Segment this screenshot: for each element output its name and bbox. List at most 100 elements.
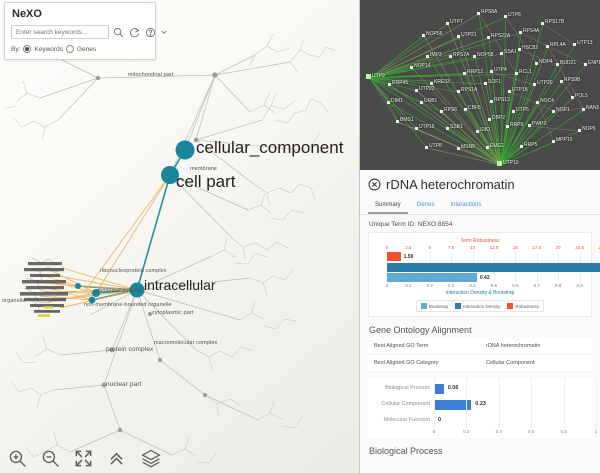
bar-robustness [387, 252, 401, 261]
bar-interaction-density [387, 262, 600, 272]
axis-bottom-density: 00.10.20.30.40.50.60.70.80.91 [373, 283, 600, 290]
axis-tick: 15 [512, 245, 518, 250]
section-biological-process: Biological Process [369, 446, 443, 456]
axis-tick: 0 [385, 245, 389, 250]
search-row [11, 25, 167, 39]
tab-genes[interactable]: Genes [416, 202, 435, 208]
close-circle-icon[interactable] [368, 178, 381, 191]
fit-screen-icon[interactable] [72, 447, 94, 469]
grid-line [466, 378, 468, 429]
legend-item[interactable]: Bootstrap [420, 303, 449, 309]
axis-tick: 0.6 [528, 429, 535, 434]
axis-tick: 0 [385, 283, 389, 288]
go-bar-row: Biological Process 0.06 [368, 381, 592, 397]
radio-genes-label[interactable]: Genes [76, 45, 97, 53]
detail-header: rDNA heterochromatin [360, 170, 600, 195]
go-alignment-chart: Biological Process 0.06 Cellular Component… [368, 378, 598, 438]
layers-icon[interactable] [138, 447, 164, 469]
detail-tabs: Summary Genes Interactions [360, 198, 600, 215]
gene-network-svg [366, 12, 587, 166]
search-panel: NeXO [4, 2, 167, 60]
metrics-plot-area: 1.59 0.42 [373, 252, 600, 283]
gene-interaction-network[interactable]: UTP9 NOP56 UTP7 RPS8A UTP6 RPS17B UTP21 RPS22A R… [360, 0, 600, 171]
axis-top-robustness: 0 2.5 5 7.5 10 12.5 15 17.5 20 22.5 25 [373, 245, 600, 252]
zoom-in-icon[interactable] [6, 447, 28, 469]
radio-keywords[interactable] [23, 45, 32, 53]
tab-interactions[interactable]: Interactions [450, 202, 482, 208]
refresh-icon[interactable] [128, 26, 141, 39]
grid-line [434, 378, 435, 429]
go-category-label: Cellular Component [381, 401, 430, 407]
page-title: rDNA heterochromatin [386, 177, 515, 192]
axis-tick: 0.4 [495, 429, 502, 434]
legend-swatch [507, 303, 514, 309]
legend-item[interactable]: Robustness [507, 303, 539, 309]
legend-item[interactable]: Interaction Density [455, 303, 500, 309]
axis-tick: 22.5 [575, 245, 584, 250]
go-term-key: Best Aligned GO Term [374, 343, 429, 349]
term-metrics-chart: Term Robustness 0 2.5 5 7.5 10 12.5 15 17.5 20 22… [368, 232, 600, 317]
go-category-label: Biological Process [385, 385, 430, 391]
axis-tick: 0.5 [490, 283, 498, 288]
table-row: Best Aligned GO Category Cellular Compon… [368, 355, 592, 372]
go-bar-row: Molecular Function 0 [368, 413, 592, 429]
go-bar-row: Cellular Component 0.23 [368, 397, 592, 413]
table-row: Best Aligned GO Term rDNA heterochromati… [368, 338, 592, 355]
search-by-row: By: Keywords Genes [11, 45, 149, 53]
go-bar-value: 0.23 [475, 401, 486, 407]
go-bar-value: 0.06 [447, 385, 459, 391]
zoom-out-icon[interactable] [39, 447, 61, 469]
network-graph-svg [4, 33, 340, 464]
tab-summary[interactable]: Summary [368, 198, 408, 214]
axis-tick: 12.5 [489, 245, 499, 250]
axis-tick: 0.9 [576, 283, 583, 288]
radio-keywords-label[interactable]: Keywords [34, 45, 63, 53]
detail-body: Unique Term ID: NEXO:8854 Term Robustnes… [360, 221, 600, 456]
axis-tick: 5 [428, 245, 432, 250]
chart-legend: Bootstrap Interaction Density Robustness [415, 300, 545, 312]
go-bar [434, 400, 472, 410]
axis-tick: 0.3 [448, 283, 455, 288]
legend-label: Bootstrap [428, 303, 449, 309]
double-chevron-up-icon[interactable] [105, 447, 127, 469]
chart-title-term-robustness: Term Robustness [460, 238, 500, 244]
go-axis: 0 0.2 0.4 0.6 0.8 1 [368, 429, 598, 438]
axis-tick: 0.1 [405, 283, 412, 288]
grid-line [531, 378, 533, 429]
go-category-value: Cellular Component [486, 360, 535, 366]
legend-label: Robustness [515, 303, 540, 309]
axis-tick: 1 [594, 429, 598, 434]
grid-line [596, 378, 597, 429]
term-detail-panel: rDNA heterochromatin Summary Genes Inter… [360, 170, 600, 473]
grid-line [563, 378, 565, 429]
axis-tick: 0 [432, 429, 436, 434]
axis-tick: 0.2 [426, 283, 433, 288]
help-icon[interactable] [144, 26, 157, 39]
go-category-key: Best Aligned GO Category [374, 360, 439, 366]
axis-tick: 7.5 [448, 245, 455, 250]
search-icon[interactable] [112, 26, 125, 39]
axis-tick: 20 [555, 245, 561, 250]
legend-swatch [455, 303, 462, 309]
legend-label: Interaction Density [463, 303, 501, 309]
axis-tick: 0.8 [555, 283, 562, 288]
search-by-label: By: [11, 45, 21, 53]
go-category-label: Molecular Function [383, 417, 430, 423]
ontology-network-canvas[interactable]: mitochondrial part membrane protein comp… [0, 0, 360, 473]
axis-tick: 0.4 [469, 283, 476, 288]
go-bar-value: 0 [438, 417, 442, 423]
network-toolbar [6, 447, 164, 469]
grid-line [498, 378, 500, 429]
bar-value: 0.42 [479, 275, 490, 281]
radio-genes[interactable] [65, 45, 74, 53]
bar-bootstrap [387, 273, 477, 282]
legend-swatch [420, 303, 427, 309]
chevron-down-icon[interactable] [160, 26, 168, 39]
unique-term-id: Unique Term ID: NEXO:8854 [369, 221, 453, 228]
axis-tick: 0.8 [560, 429, 567, 434]
bar-value: 1.59 [403, 254, 414, 260]
search-input[interactable] [11, 25, 109, 39]
axis-tick: 0.6 [512, 283, 519, 288]
axis-tick: 17.5 [532, 245, 542, 250]
